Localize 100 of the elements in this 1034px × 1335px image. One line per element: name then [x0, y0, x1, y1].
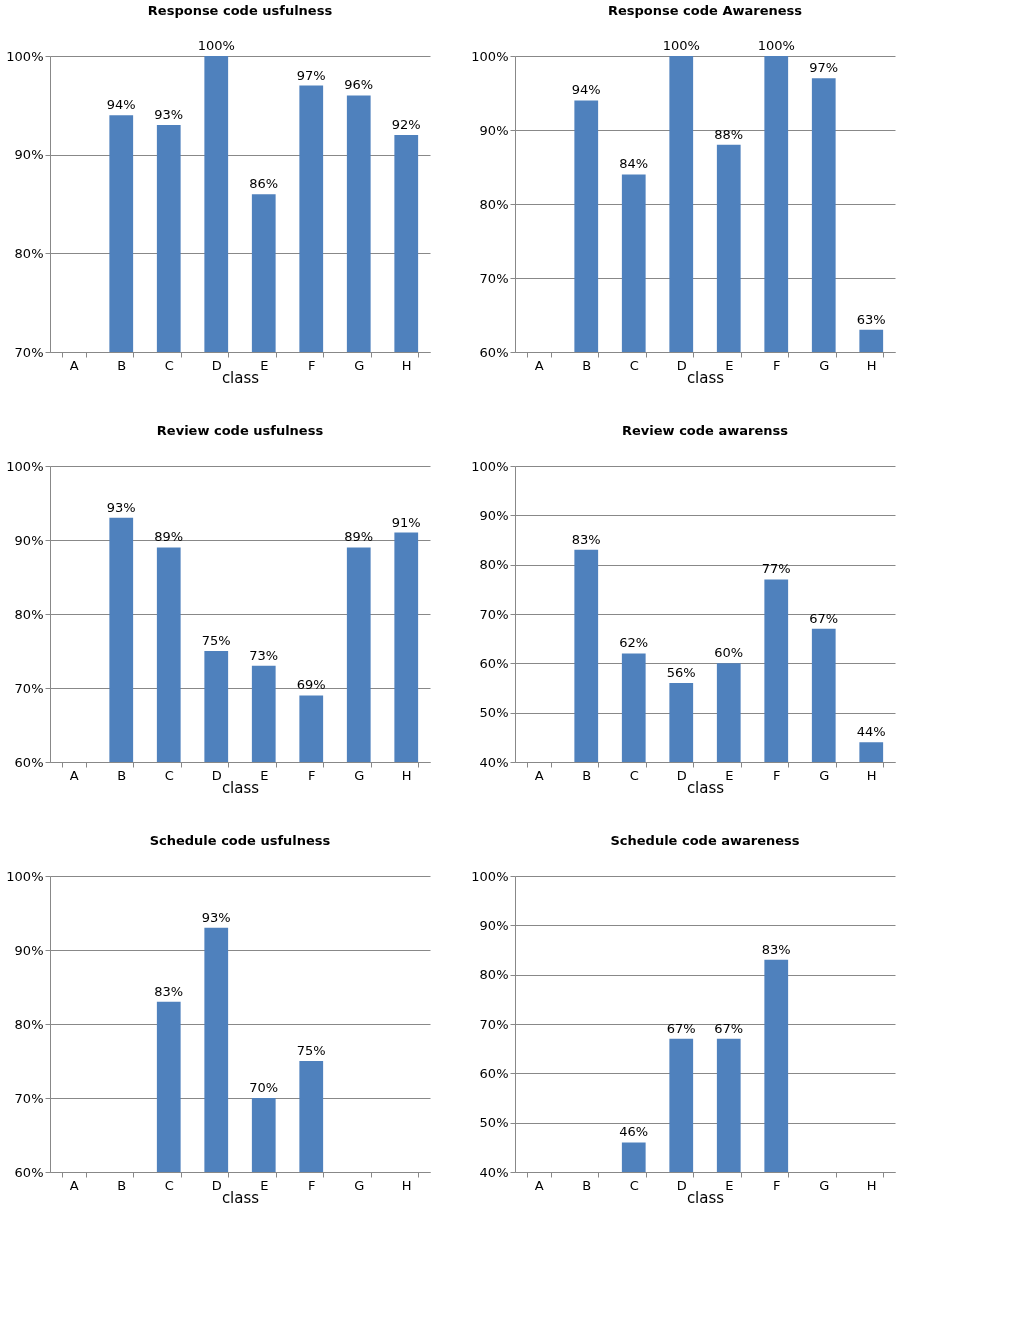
data-label: 83% [761, 941, 791, 957]
y-tick-label: 90% [479, 917, 509, 933]
x-tick-label: E [260, 1177, 269, 1193]
data-label: 100% [197, 38, 235, 53]
y-tick-label: 100% [6, 868, 44, 884]
y-tick-label: 70% [479, 1016, 509, 1032]
data-label: 56% [666, 665, 696, 681]
y-tick-label: 80% [14, 245, 44, 261]
y-tick-label: 100% [6, 458, 44, 474]
data-label: 46% [619, 1124, 649, 1140]
x-tick-label: E [260, 767, 269, 783]
x-tick-label: D [211, 1177, 222, 1193]
x-tick-label: H [866, 767, 877, 783]
x-tick-label: E [725, 357, 734, 373]
x-tick-label: G [819, 357, 830, 373]
chart-title: Review code awarenss [622, 423, 789, 438]
x-tick-label: H [866, 357, 877, 373]
y-tick-label: 80% [14, 1016, 44, 1032]
chart-title: Response code usfulness [147, 3, 333, 18]
data-label: 75% [201, 633, 231, 648]
x-tick-label: H [401, 357, 412, 373]
chart-title: Review code usfulness [156, 423, 324, 438]
x-tick-label: B [582, 767, 592, 783]
y-tick-label: 70% [14, 680, 44, 696]
data-label: 44% [856, 724, 886, 740]
chart-title: Schedule code awareness [610, 833, 800, 848]
x-tick-label: A [69, 1177, 79, 1193]
data-label: 73% [249, 647, 279, 663]
y-tick-label: 50% [479, 705, 509, 721]
x-tick-label: A [534, 767, 544, 783]
y-tick-label: 70% [479, 606, 509, 622]
x-tick-label: F [308, 1177, 316, 1193]
x-tick-label: D [676, 1177, 687, 1193]
data-label: 86% [249, 176, 279, 192]
x-tick-label: G [354, 1177, 365, 1193]
x-tick-label: B [117, 1177, 127, 1193]
x-tick-label: B [582, 357, 592, 373]
y-tick-label: 60% [479, 1065, 509, 1081]
y-tick-label: 60% [479, 655, 509, 671]
x-tick-label: A [534, 1177, 544, 1193]
x-tick-label: E [725, 767, 734, 783]
data-label: 67% [666, 1020, 696, 1036]
data-label: 94% [571, 82, 601, 98]
x-tick-label: G [354, 357, 365, 373]
x-axis-title: class [686, 1188, 725, 1207]
data-label: 96% [344, 77, 374, 93]
y-tick-label: 80% [479, 196, 509, 212]
data-label: 60% [714, 645, 744, 661]
x-tick-label: F [308, 767, 316, 783]
data-label: 92% [391, 116, 421, 132]
data-label: 100% [757, 38, 795, 53]
data-label: 83% [571, 531, 601, 547]
x-tick-label: D [211, 767, 222, 783]
y-tick-label: 90% [14, 532, 44, 548]
data-label: 69% [296, 677, 326, 693]
data-label: 88% [714, 126, 744, 142]
data-label: 89% [344, 529, 374, 545]
x-tick-label: E [260, 357, 269, 373]
x-tick-label: B [582, 1177, 592, 1193]
y-tick-label: 90% [14, 147, 44, 163]
x-tick-label: C [629, 357, 639, 373]
y-tick-label: 40% [479, 1164, 509, 1180]
chart-title: Response code Awareness [607, 3, 803, 18]
data-label: 100% [662, 38, 700, 53]
data-label: 84% [619, 156, 649, 172]
data-label: 97% [809, 60, 839, 76]
chart-title: Schedule code usfulness [149, 833, 331, 848]
data-label: 70% [249, 1080, 279, 1095]
x-tick-label: F [773, 767, 781, 783]
y-tick-label: 70% [14, 1090, 44, 1106]
x-axis-title: class [686, 368, 725, 387]
x-tick-label: D [676, 767, 687, 783]
data-label: 91% [391, 514, 421, 530]
x-tick-label: C [164, 767, 174, 783]
y-tick-label: 100% [471, 48, 509, 64]
y-tick-label: 80% [14, 606, 44, 622]
x-tick-label: A [534, 357, 544, 373]
data-label: 89% [154, 529, 184, 545]
y-tick-label: 100% [471, 458, 509, 474]
data-label: 75% [296, 1043, 326, 1058]
y-tick-label: 70% [14, 344, 44, 360]
x-tick-label: B [117, 357, 127, 373]
x-tick-label: D [211, 357, 222, 373]
x-axis-title: class [221, 778, 260, 797]
x-tick-label: F [773, 357, 781, 373]
y-tick-label: 40% [479, 754, 509, 770]
x-tick-label: H [401, 1177, 412, 1193]
y-tick-label: 90% [14, 942, 44, 958]
x-tick-label: H [401, 767, 412, 783]
x-tick-label: A [69, 357, 79, 373]
x-axis-title: class [221, 368, 260, 387]
x-tick-label: C [164, 357, 174, 373]
x-tick-label: C [629, 1177, 639, 1193]
data-label: 67% [714, 1020, 744, 1036]
x-tick-label: G [354, 767, 365, 783]
data-label: 94% [106, 97, 136, 113]
y-tick-label: 50% [479, 1115, 509, 1131]
y-tick-label: 60% [14, 1164, 44, 1180]
y-tick-label: 100% [471, 868, 509, 884]
y-tick-label: 80% [479, 557, 509, 573]
